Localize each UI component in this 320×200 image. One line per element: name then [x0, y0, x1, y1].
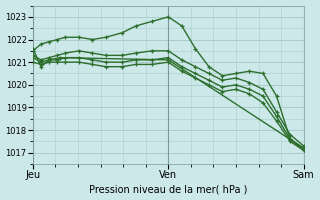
X-axis label: Pression niveau de la mer( hPa ): Pression niveau de la mer( hPa ) — [89, 184, 247, 194]
